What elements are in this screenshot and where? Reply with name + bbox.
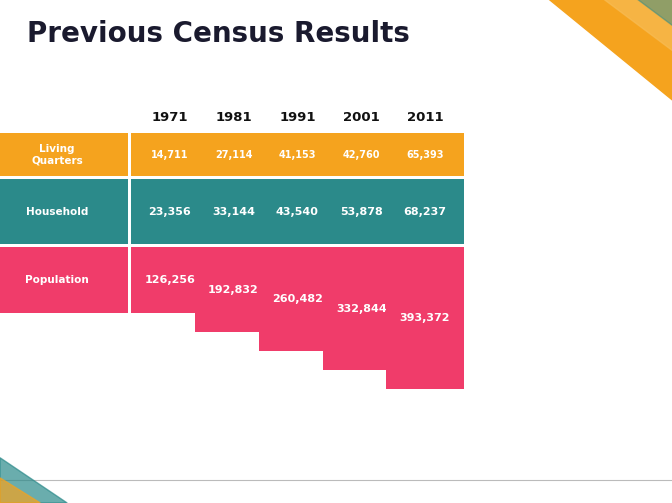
Text: 33,144: 33,144 [212, 207, 255, 217]
Polygon shape [259, 133, 336, 176]
Text: 126,256: 126,256 [144, 275, 195, 285]
Text: 192,832: 192,832 [208, 285, 259, 295]
Polygon shape [625, 0, 672, 35]
Text: Previous Census Results: Previous Census Results [27, 20, 410, 48]
Polygon shape [0, 247, 128, 313]
Polygon shape [323, 179, 400, 244]
Text: 2011: 2011 [407, 111, 444, 124]
Polygon shape [131, 247, 208, 313]
Text: 65,393: 65,393 [407, 150, 444, 159]
Text: 14,711: 14,711 [151, 150, 188, 159]
Text: 23,356: 23,356 [149, 207, 191, 217]
Polygon shape [591, 0, 672, 60]
Polygon shape [195, 247, 272, 332]
Text: 42,760: 42,760 [343, 150, 380, 159]
Text: 2001: 2001 [343, 111, 380, 124]
Text: 41,153: 41,153 [279, 150, 316, 159]
Polygon shape [131, 133, 208, 176]
Text: 393,372: 393,372 [400, 313, 450, 323]
Polygon shape [386, 179, 464, 244]
Text: 1991: 1991 [279, 111, 316, 124]
Text: 53,878: 53,878 [340, 207, 382, 217]
Polygon shape [323, 247, 400, 370]
Circle shape [2, 269, 32, 291]
Polygon shape [259, 247, 336, 351]
Text: 332,844: 332,844 [336, 304, 386, 314]
Polygon shape [0, 478, 40, 503]
Text: Household: Household [26, 207, 88, 217]
Polygon shape [0, 179, 128, 244]
Polygon shape [323, 133, 400, 176]
Text: Population: Population [26, 275, 89, 285]
Text: 27,114: 27,114 [215, 150, 252, 159]
Polygon shape [0, 458, 67, 503]
Polygon shape [0, 133, 128, 176]
Text: 43,540: 43,540 [276, 207, 319, 217]
Text: 260,482: 260,482 [272, 294, 323, 304]
Polygon shape [259, 179, 336, 244]
Polygon shape [195, 133, 272, 176]
Polygon shape [386, 133, 464, 176]
Circle shape [2, 144, 32, 166]
Text: 1971: 1971 [151, 111, 188, 124]
Polygon shape [538, 0, 672, 111]
Text: 68,237: 68,237 [404, 207, 446, 217]
Polygon shape [195, 179, 272, 244]
Text: Living
Quarters: Living Quarters [31, 144, 83, 165]
Polygon shape [131, 179, 208, 244]
Text: 1981: 1981 [215, 111, 252, 124]
Polygon shape [386, 247, 464, 389]
Circle shape [2, 201, 32, 223]
